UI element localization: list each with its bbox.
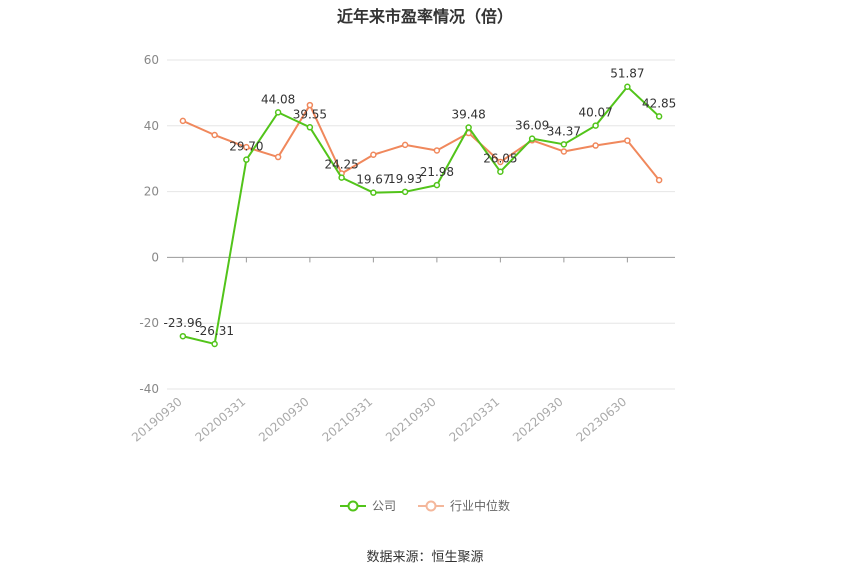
x-tick-label: 20200930 [256,395,312,445]
data-point-industry-median [243,143,250,151]
data-point-company [497,168,504,175]
data-label-company: 21.98 [420,165,454,179]
y-tick-label: -40 [139,382,159,396]
x-tick-label: 20210331 [320,395,376,445]
y-tick-label: 40 [144,119,159,133]
x-tick-label: 20220331 [447,395,503,445]
data-label-company: -23.96 [164,316,203,330]
y-tick-label: 0 [151,250,159,264]
data-label-company: 44.08 [261,92,295,106]
legend-label-industry-median: 行业中位数 [450,499,511,513]
data-point-company [560,141,568,148]
x-tick-label: 20190930 [129,395,185,445]
data-point-industry-median [560,148,568,155]
data-label-company: -26.31 [195,324,234,338]
data-point-company [465,124,472,131]
data-point-company [433,181,441,189]
y-tick-label: -20 [139,316,159,330]
data-source: 数据来源：恒生聚源 [366,550,484,565]
data-point-company [306,124,314,131]
chart-title: 近年来市盈率情况（倍） [336,7,513,26]
data-point-industry-median [179,117,187,125]
series-line-company [182,85,660,345]
data-label-company: 19.93 [388,172,422,186]
data-point-company [592,122,599,129]
x-tick-label: 20220930 [510,395,566,445]
legend: 公司 行业中位数 [0,497,850,514]
data-label-company: 39.55 [293,107,327,121]
y-tick-label: 60 [144,53,159,67]
data-label-company: 42.85 [642,96,676,110]
data-point-company [528,135,536,142]
data-label-company: 26.05 [483,152,517,166]
data-point-industry-median [655,176,663,184]
legend-label-company: 公司 [371,499,396,513]
data-label-company: 24.25 [324,158,358,172]
data-label-company: 51.87 [610,67,644,81]
legend-item-industry-median[interactable]: 行业中位数 [418,497,510,514]
data-point-company [338,174,345,181]
data-point-company [243,156,250,163]
x-tick-label: 20200331 [193,395,249,445]
data-point-company [370,189,377,196]
data-point-company [624,83,631,90]
legend-item-company[interactable]: 公司 [339,497,396,514]
x-tick-label: 20230630 [574,395,630,445]
data-point-industry-median [306,101,314,109]
legend-marker-company [339,500,366,511]
data-label-company: 19.67 [356,173,390,187]
data-label-company: 29.70 [229,140,263,154]
data-label-company: 36.09 [515,119,549,133]
data-point-company [179,332,187,340]
data-point-industry-median [274,153,282,161]
data-label-company: 39.48 [451,108,485,122]
y-tick-label: 20 [144,185,159,199]
data-point-company [274,109,282,116]
x-tick-label: 20210930 [383,395,439,445]
legend-marker-industry-median [418,500,444,511]
data-point-industry-median [433,147,441,154]
data-label-company: 40.07 [578,106,612,120]
data-point-industry-median [211,131,218,139]
data-point-company [211,340,218,348]
data-point-industry-median [624,137,631,144]
data-label-company: 34.37 [547,124,581,138]
data-point-company [401,188,409,196]
data-point-industry-median [497,158,504,166]
series-line-industry-median [182,104,660,181]
data-point-industry-median [401,141,409,149]
data-point-industry-median [592,142,599,149]
data-point-industry-median [370,151,377,159]
data-point-company [655,113,663,120]
